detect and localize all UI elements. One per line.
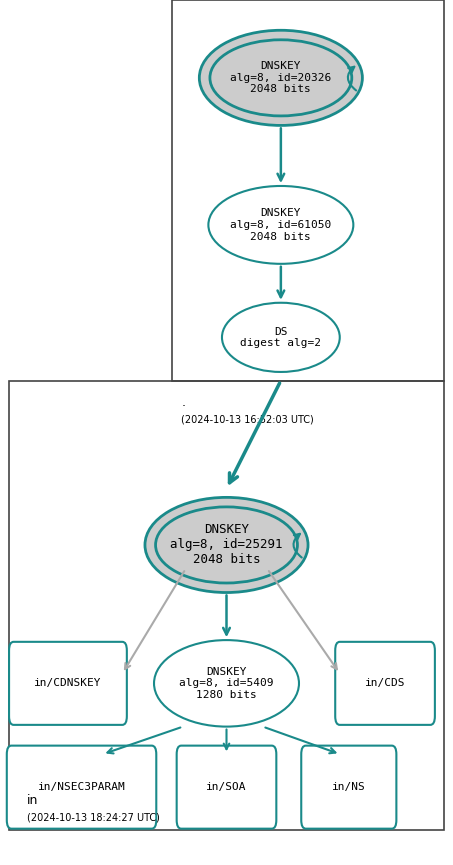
Text: (2024-10-13 16:52:03 UTC): (2024-10-13 16:52:03 UTC) [181, 414, 314, 425]
Text: in/NS: in/NS [332, 782, 366, 792]
FancyBboxPatch shape [177, 746, 276, 829]
FancyBboxPatch shape [335, 642, 435, 725]
FancyBboxPatch shape [7, 746, 156, 829]
Bar [172, 0, 444, 381]
Bar [9, 381, 444, 830]
Text: DNSKEY
alg=8, id=61050
2048 bits: DNSKEY alg=8, id=61050 2048 bits [230, 208, 332, 241]
Text: DNSKEY
alg=8, id=5409
1280 bits: DNSKEY alg=8, id=5409 1280 bits [179, 667, 274, 700]
Text: .: . [181, 395, 185, 409]
Ellipse shape [208, 186, 353, 264]
Ellipse shape [222, 303, 340, 372]
FancyBboxPatch shape [9, 642, 127, 725]
Text: in/CDNSKEY: in/CDNSKEY [34, 678, 102, 689]
Text: DS
digest alg=2: DS digest alg=2 [241, 327, 321, 348]
FancyBboxPatch shape [301, 746, 396, 829]
Text: in/NSEC3PARAM: in/NSEC3PARAM [38, 782, 125, 792]
Ellipse shape [145, 497, 308, 593]
Text: in/CDS: in/CDS [365, 678, 405, 689]
Text: (2024-10-13 18:24:27 UTC): (2024-10-13 18:24:27 UTC) [27, 812, 160, 823]
Ellipse shape [199, 30, 362, 125]
Text: in/SOA: in/SOA [206, 782, 247, 792]
Text: in: in [27, 793, 39, 807]
Ellipse shape [154, 640, 299, 727]
Text: DNSKEY
alg=8, id=20326
2048 bits: DNSKEY alg=8, id=20326 2048 bits [230, 61, 332, 94]
Text: DNSKEY
alg=8, id=25291
2048 bits: DNSKEY alg=8, id=25291 2048 bits [170, 523, 283, 567]
